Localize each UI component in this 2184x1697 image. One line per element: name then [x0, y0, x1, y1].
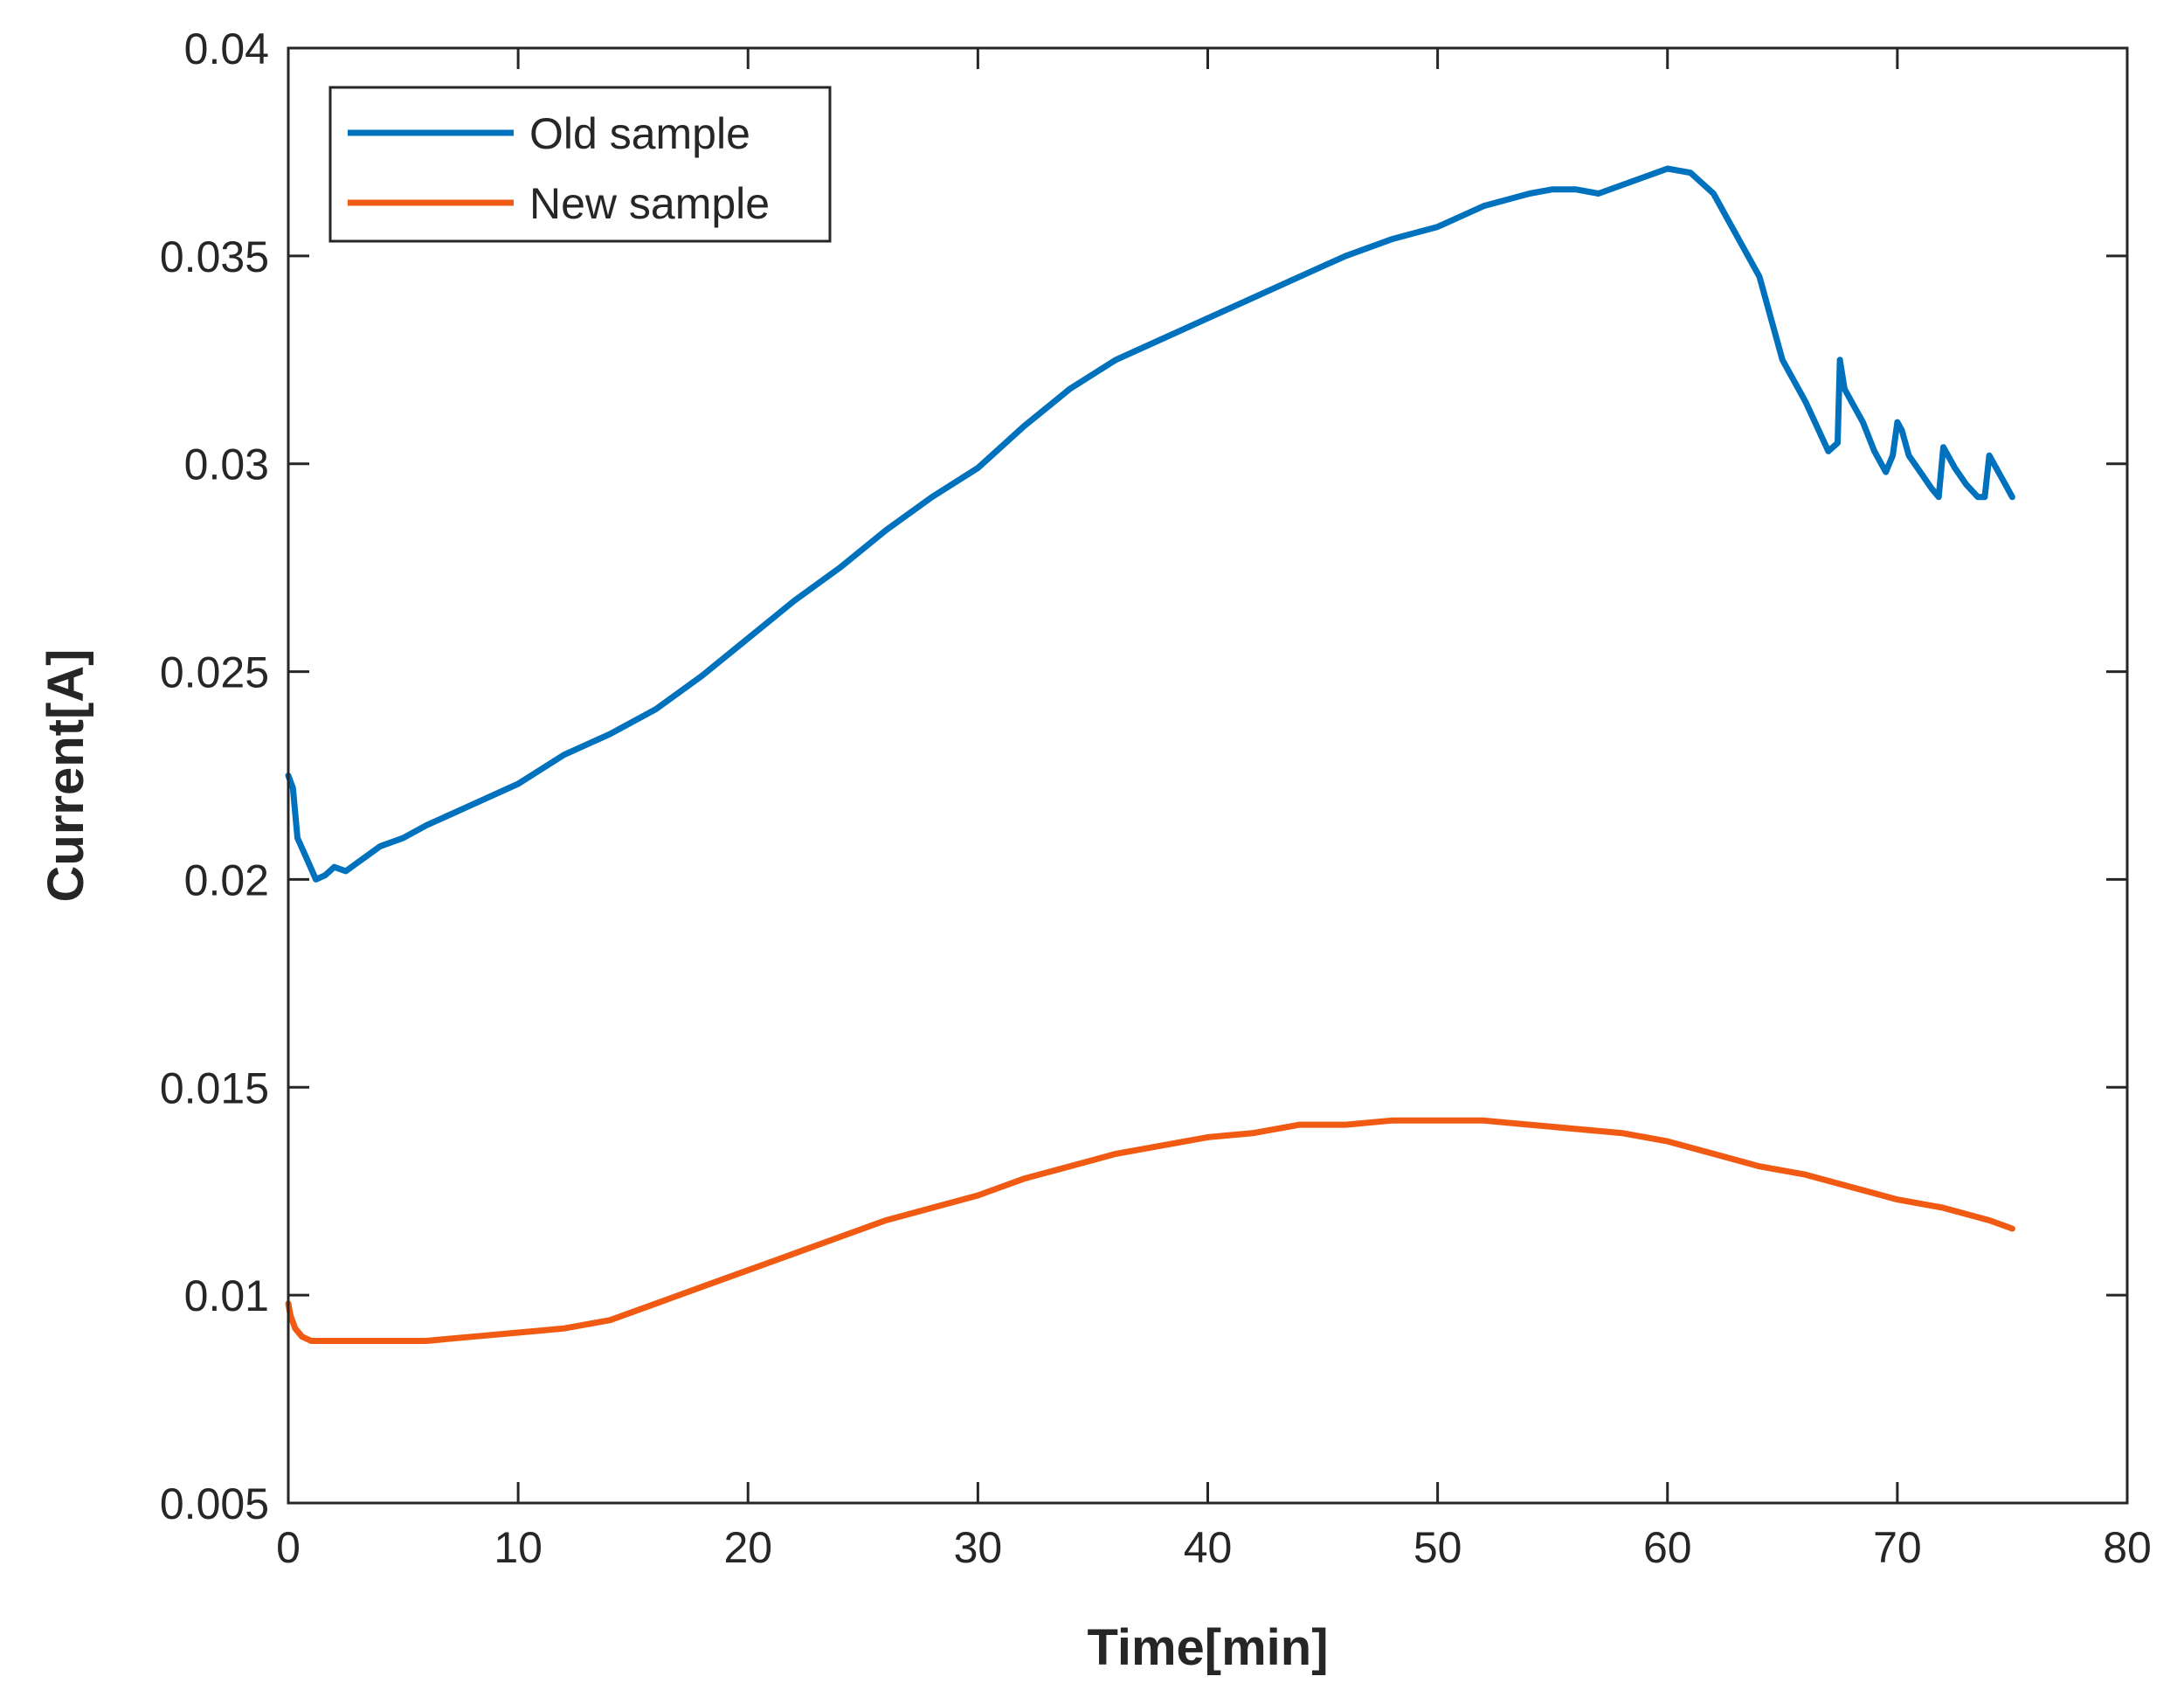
legend-box: [328, 86, 832, 243]
y-tick-label: 0.025: [160, 648, 269, 697]
y-tick-label: 0.015: [160, 1063, 269, 1112]
x-tick-label: 10: [494, 1523, 543, 1572]
x-axis-title: Time[min]: [1087, 1619, 1328, 1676]
y-tick-label: 0.04: [184, 24, 269, 73]
x-tick-label: 50: [1413, 1523, 1462, 1572]
x-tick-label: 80: [2103, 1523, 2152, 1572]
y-axis-title: Current[A]: [38, 649, 94, 903]
y-tick-label: 0.03: [184, 440, 269, 489]
legend-label-old-sample: Old sample: [529, 109, 750, 158]
plot-area: [285, 165, 2015, 1344]
y-tick-label: 0.005: [160, 1479, 269, 1528]
x-tick-label: 30: [954, 1523, 1003, 1572]
x-tick-label: 40: [1184, 1523, 1233, 1572]
x-tick-label: 0: [276, 1523, 301, 1572]
series-line-old-sample: [285, 165, 2015, 883]
legend: Old sample New sample: [328, 86, 832, 243]
legend-label-new-sample: New sample: [529, 179, 770, 228]
y-tick-label: 0.02: [184, 855, 269, 904]
x-tick-label: 20: [723, 1523, 772, 1572]
x-tick-label: 60: [1643, 1523, 1692, 1572]
y-tick-label: 0.01: [184, 1271, 269, 1320]
axes: 0 10 20 30 40 50 60 70 80 0.005 0.01 0.015 0.02 0.025…: [160, 24, 2152, 1572]
series-line-new-sample: [285, 1117, 2015, 1344]
x-tick-label: 70: [1873, 1523, 1922, 1572]
y-tick-label: 0.035: [160, 232, 269, 281]
